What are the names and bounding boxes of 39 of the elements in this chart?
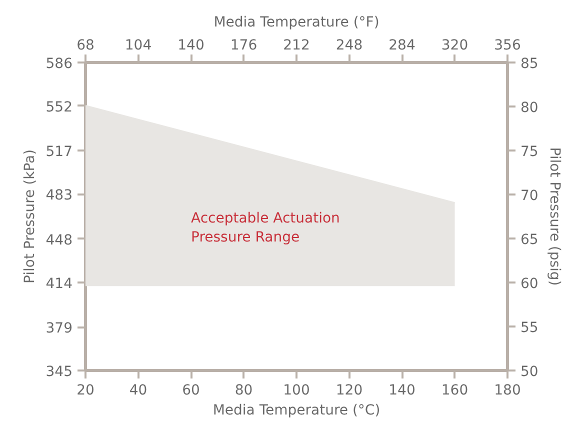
annotation: Acceptable Actuation Pressure Range (191, 210, 340, 246)
x2-tick-label: 176 (230, 38, 258, 54)
y2-tick-label: 85 (520, 56, 538, 72)
x-tick-label: 100 (283, 382, 310, 398)
y2-tick-label: 70 (520, 188, 538, 204)
x2-tick-label: 320 (441, 38, 468, 54)
y-axis-title: Pilot Pressure (kPa) (22, 149, 38, 284)
x-tick-label: 140 (388, 382, 416, 398)
y2-tick-label: 80 (520, 100, 538, 116)
y-tick-label: 345 (46, 364, 73, 380)
x-tick-label: 80 (234, 382, 253, 398)
x-tick-label: 160 (441, 382, 468, 398)
x2-tick-label: 140 (178, 38, 204, 54)
y2-axis-title: Pilot Pressure (psig) (546, 147, 562, 286)
y-tick-label: 517 (46, 144, 73, 160)
x-tick-label: 40 (129, 382, 148, 398)
y-tick-label: 379 (46, 320, 73, 337)
y-tick-label: 448 (46, 232, 73, 248)
x-tick-label: 120 (336, 382, 363, 398)
y-tick-label: 483 (46, 188, 73, 204)
x2-axis-title: Media Temperature (°F) (214, 14, 380, 30)
y2-tick-label: 65 (520, 232, 538, 248)
x-axis-title: Media Temperature (°C) (212, 402, 380, 418)
y-tick-label: 552 (46, 99, 73, 116)
x-tick-label: 20 (76, 382, 94, 398)
x2-tick-label: 284 (388, 38, 416, 54)
y-tick-label: 586 (46, 56, 73, 72)
x2-tick-label: 248 (336, 38, 363, 54)
y2-tick-label: 55 (520, 320, 538, 336)
x2-tick-label: 68 (76, 38, 94, 54)
x-tick-label: 60 (182, 382, 200, 398)
x-tick-label: 180 (494, 382, 521, 398)
y2-tick-label: 50 (520, 364, 538, 380)
x2-tick-label: 212 (283, 38, 310, 54)
y2-tick-label: 75 (520, 144, 538, 160)
y-tick-label: 414 (46, 276, 73, 292)
x2-tick-label: 104 (124, 38, 152, 54)
y2-tick-label: 60 (520, 276, 538, 292)
x2-tick-label: 356 (494, 38, 521, 54)
